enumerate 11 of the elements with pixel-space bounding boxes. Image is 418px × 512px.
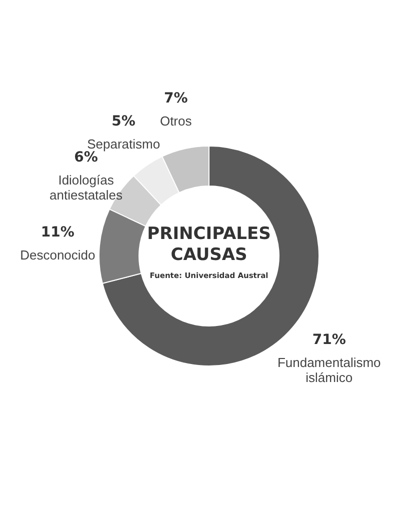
data-label: 7%	[164, 90, 188, 107]
slice-label: Desconocido	[20, 248, 96, 263]
slice-label: Idiologías antiestatales	[50, 172, 124, 203]
data-label: 5%	[112, 113, 136, 130]
data-label: 6%	[74, 150, 98, 166]
slice-label: Separatismo	[87, 136, 160, 152]
data-label: 71%	[312, 332, 346, 348]
data-label: 11%	[40, 224, 74, 241]
slice-label: Fundamentalismo islámico	[277, 355, 381, 386]
text: PRINCIPALES CAUSAS	[147, 224, 271, 265]
slice-label: Otros	[160, 114, 192, 129]
